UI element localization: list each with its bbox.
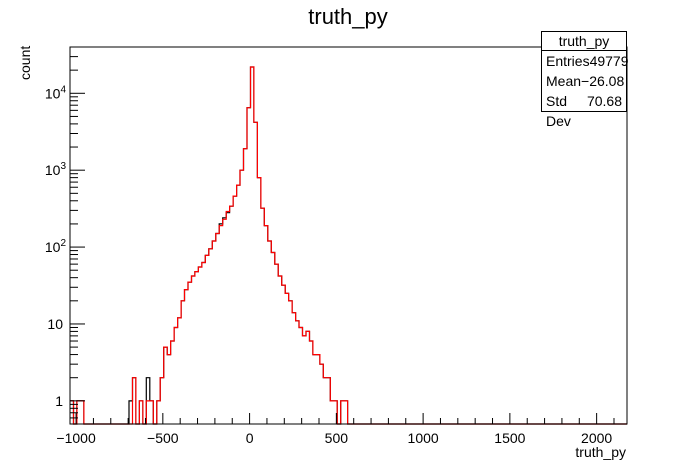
y-tick-exponent: 3 bbox=[60, 161, 66, 172]
y-tick-label: 104 bbox=[45, 84, 67, 101]
y-axis-label: count bbox=[17, 46, 33, 80]
y-tick-exponent: 4 bbox=[60, 84, 66, 95]
stats-value: 70.68 bbox=[586, 93, 622, 109]
stats-row-mean: Mean −26.08 bbox=[542, 71, 626, 91]
y-tick-label: 102 bbox=[45, 238, 67, 255]
x-tick-label: 500 bbox=[325, 430, 349, 446]
stats-label: Mean bbox=[546, 73, 582, 89]
x-tick-label: −1000 bbox=[56, 430, 96, 446]
stats-label: Std Dev bbox=[546, 93, 571, 129]
histogram-series-1 bbox=[70, 66, 627, 425]
x-axis-label: truth_py bbox=[575, 444, 626, 460]
histogram-series-0 bbox=[70, 66, 627, 425]
plot-frame bbox=[69, 46, 628, 425]
stats-title: truth_py bbox=[542, 32, 626, 51]
stats-row-std-dev: Std Dev 70.68 bbox=[542, 91, 626, 129]
x-tick-label: −500 bbox=[147, 430, 179, 446]
x-tick-label: 1500 bbox=[494, 430, 525, 446]
y-tick-exponent: 2 bbox=[60, 238, 66, 249]
stats-value: 49779 bbox=[589, 53, 629, 69]
x-tick-label: 0 bbox=[246, 430, 254, 446]
y-tick-label: 1 bbox=[55, 393, 63, 409]
stats-value: −26.08 bbox=[581, 73, 625, 89]
x-tick-label: 2000 bbox=[581, 430, 612, 446]
x-tick-label: 1000 bbox=[408, 430, 439, 446]
stats-label: Entries bbox=[546, 53, 590, 69]
y-tick-label: 103 bbox=[45, 161, 67, 178]
y-tick-label: 10 bbox=[47, 316, 63, 332]
stats-row-entries: Entries 49779 bbox=[542, 51, 629, 71]
chart-title: truth_py bbox=[308, 4, 388, 29]
stats-box: truth_py Entries 49779 Mean −26.08 Std D… bbox=[541, 31, 629, 129]
